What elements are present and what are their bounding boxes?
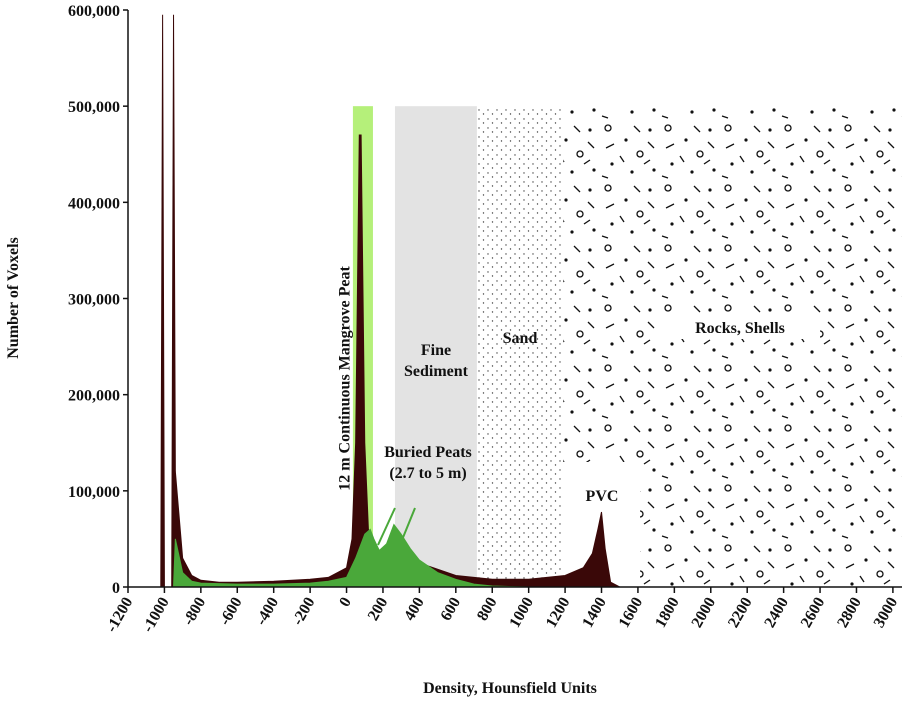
region bbox=[394, 106, 477, 588]
x-tick-label: 400 bbox=[401, 595, 428, 624]
series-area bbox=[173, 524, 529, 587]
x-tick-label: 2600 bbox=[798, 595, 829, 631]
x-tick-label: 800 bbox=[474, 595, 501, 624]
y-tick-label: 300,000 bbox=[68, 292, 120, 309]
annotation: Buried Peats (2.7 to 5 m) bbox=[384, 444, 472, 482]
x-tick-label: 2800 bbox=[834, 595, 865, 631]
y-tick-label: 200,000 bbox=[68, 388, 120, 405]
y-axis-label: Number of Voxels bbox=[5, 237, 22, 359]
x-tick-label: -800 bbox=[180, 595, 209, 629]
x-tick-label: 1600 bbox=[616, 595, 647, 631]
x-tick-label: 1000 bbox=[506, 595, 537, 631]
region-label: Rocks, Shells bbox=[660, 318, 820, 339]
x-tick-label: 1200 bbox=[543, 595, 574, 631]
x-tick-label: 1400 bbox=[579, 595, 610, 631]
region-label: Fine Sediment bbox=[404, 342, 468, 380]
annotation: PVC bbox=[580, 486, 624, 507]
series-line bbox=[173, 523, 529, 588]
x-tick-label: 3000 bbox=[871, 595, 902, 631]
x-tick-label: -400 bbox=[253, 595, 282, 629]
y-tick-label: 600,000 bbox=[68, 3, 120, 20]
x-tick-label: -1000 bbox=[140, 595, 173, 636]
x-axis-label: Density, Hounsfield Units bbox=[423, 680, 597, 697]
x-tick-label: 1800 bbox=[652, 595, 683, 631]
region-label: Sand bbox=[502, 330, 538, 347]
x-tick-label: 2400 bbox=[761, 595, 792, 631]
leader bbox=[401, 507, 416, 541]
x-tick-label: 200 bbox=[365, 595, 392, 624]
x-tick-label: -200 bbox=[289, 595, 318, 629]
x-tick-label: -600 bbox=[216, 595, 245, 629]
y-tick-label: 500,000 bbox=[68, 99, 120, 116]
series-line bbox=[160, 14, 638, 588]
x-tick-label: -1200 bbox=[103, 595, 136, 636]
annotation: 12 m Continuous Mangrove Peat bbox=[336, 266, 354, 491]
y-tick-label: 100,000 bbox=[68, 484, 120, 501]
x-tick-label: 2200 bbox=[725, 595, 756, 631]
region bbox=[476, 106, 564, 588]
x-tick-label: 0 bbox=[336, 595, 355, 610]
x-tick-label: 2000 bbox=[689, 595, 720, 631]
y-tick-label: 400,000 bbox=[68, 195, 120, 212]
leader bbox=[377, 507, 396, 546]
y-tick-label: 0 bbox=[112, 580, 120, 597]
x-tick-label: 600 bbox=[438, 595, 465, 624]
